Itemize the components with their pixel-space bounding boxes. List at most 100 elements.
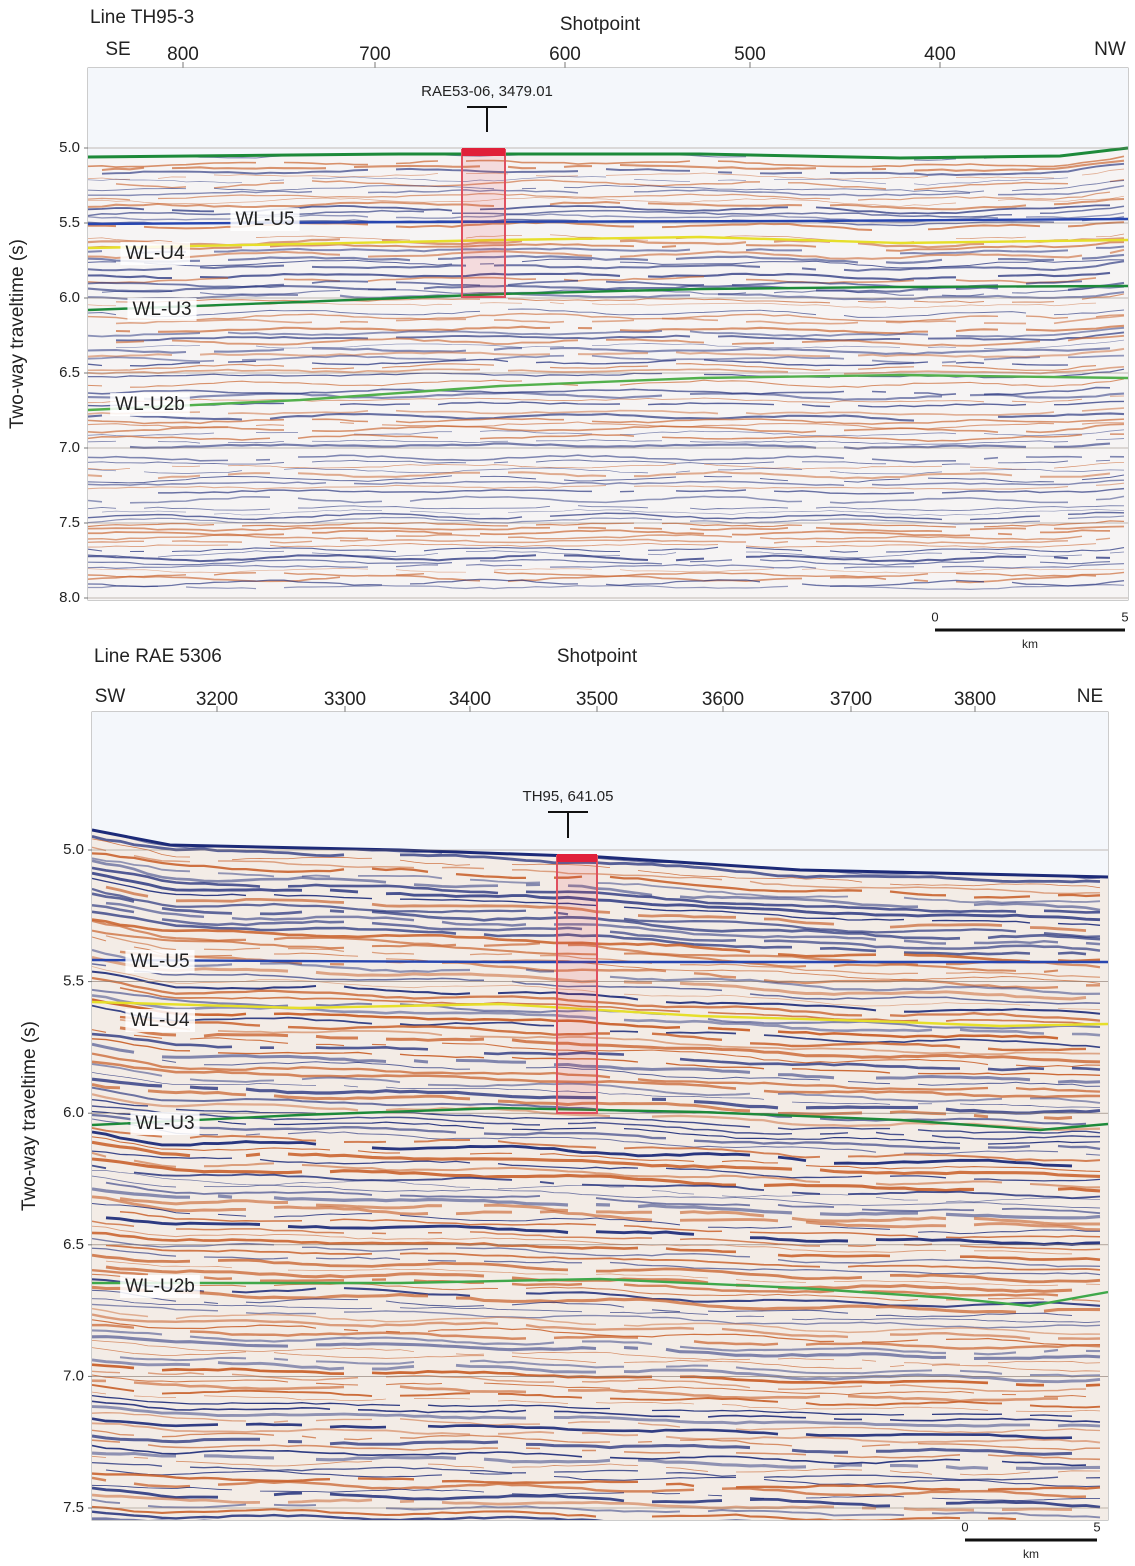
reflector [92, 1439, 1101, 1461]
reflector [92, 1060, 1101, 1099]
reflector [88, 604, 1124, 611]
reflector [88, 354, 1125, 364]
reflector [88, 461, 1125, 470]
scale-end: 5 [1121, 609, 1128, 624]
reflector [92, 857, 1101, 904]
reflector [92, 1136, 1101, 1172]
horizon [88, 373, 1128, 412]
scale-unit: km [1022, 637, 1038, 651]
reflector [92, 1335, 1101, 1361]
y-tick-label: 5.5 [59, 214, 80, 231]
reflector [119, 1197, 1100, 1226]
reflector [92, 1486, 1101, 1509]
reflector [161, 1059, 1101, 1087]
reflector [88, 454, 1125, 464]
reflector [92, 835, 1101, 884]
sediment-fill [88, 148, 1128, 600]
y-tick-label: 5.0 [59, 139, 80, 156]
reflector [101, 162, 1125, 176]
reflector [88, 378, 1125, 388]
reflector [129, 442, 1111, 450]
reflector [88, 474, 1125, 484]
tie-top [462, 148, 505, 156]
reflector [88, 429, 1125, 437]
y-tick-label: 7.5 [59, 514, 80, 531]
reflector [92, 1126, 1101, 1162]
y-axis-label: Two-way traveltime (s) [19, 1021, 40, 1211]
reflector [92, 1307, 1101, 1336]
reflector [92, 1530, 1100, 1543]
reflector [92, 871, 1101, 922]
water-column [92, 712, 1108, 877]
reflector [92, 1505, 1017, 1520]
reflector [92, 1498, 1101, 1519]
reflector [92, 1032, 1101, 1072]
reflector [92, 1164, 1101, 1200]
reflector [101, 159, 1125, 172]
direction-left: SW [95, 686, 126, 707]
reflector [158, 487, 1125, 495]
y-tick-label: 6.0 [63, 1104, 84, 1121]
reflector [92, 1313, 1101, 1340]
reflector [92, 963, 1101, 1005]
reflector [92, 903, 1101, 952]
horizon-label: WL-U4 [125, 243, 185, 264]
reflector [92, 1004, 1101, 1049]
reflector [92, 1237, 1101, 1268]
reflector [92, 1476, 1087, 1499]
reflector [92, 1072, 1101, 1108]
reflector [92, 1042, 1101, 1084]
panel-title: Line RAE 5306 [94, 646, 222, 667]
tie-window [556, 855, 598, 1114]
reflector [92, 1517, 214, 1520]
reflector [92, 1231, 1101, 1262]
reflector [88, 571, 1125, 578]
reflector [88, 191, 1111, 201]
reflector [88, 386, 1111, 396]
reflector [92, 966, 1101, 1011]
reflector [115, 334, 1125, 347]
reflector [92, 1105, 1101, 1140]
reflector [88, 347, 1125, 358]
reflector [92, 1063, 1101, 1104]
label-background [110, 393, 190, 417]
reflector [88, 180, 1125, 193]
scale-end: 5 [1093, 1519, 1100, 1534]
reflector [92, 859, 1101, 912]
reflector [92, 976, 1101, 1022]
reflector [92, 1358, 1101, 1384]
reflector [92, 1323, 1101, 1350]
reflector [88, 529, 1111, 537]
reflector [92, 1203, 1100, 1235]
reflector [92, 1484, 1101, 1502]
reflector [115, 339, 1125, 350]
seismic-texture [92, 712, 1108, 1543]
scale-start: 0 [961, 1519, 968, 1534]
reflector [92, 1151, 1101, 1189]
y-tick-label: 8.0 [59, 589, 80, 606]
reflector [88, 467, 1125, 475]
reflector [92, 1370, 1087, 1393]
reflector [88, 204, 1111, 215]
reflector [115, 314, 1125, 325]
reflector [92, 887, 1101, 938]
y-tick-label: 6.5 [59, 364, 80, 381]
reflector [92, 1429, 1100, 1451]
reflector [92, 1461, 1101, 1481]
reflector [88, 412, 1125, 422]
x-tick-label: 800 [167, 44, 199, 65]
label-background [120, 1275, 200, 1299]
reflector [88, 260, 1125, 272]
label-background [125, 1009, 195, 1033]
reflector [92, 892, 1101, 941]
seafloor [92, 828, 1108, 879]
x-tick-label: 600 [549, 44, 581, 65]
reflector [88, 525, 1125, 533]
reflector [92, 919, 1101, 969]
reflector [92, 1077, 1101, 1115]
y-tick-label: 6.0 [59, 289, 80, 306]
horizon [92, 1277, 1108, 1308]
reflector [115, 324, 1125, 335]
reflector [88, 155, 1125, 168]
reflector [88, 391, 1125, 401]
